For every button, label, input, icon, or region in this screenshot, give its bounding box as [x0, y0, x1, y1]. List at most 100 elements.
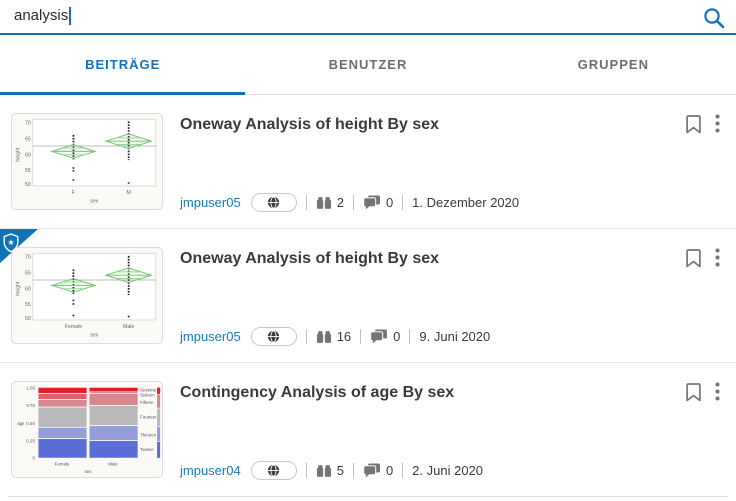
bookmark-icon[interactable] — [685, 248, 702, 269]
result-content: Contingency Analysis of age By sex jmpus… — [180, 363, 736, 496]
level-label: Thirteen — [140, 432, 157, 437]
comments-stat: 0 — [363, 195, 393, 210]
level-label: Seventeen — [140, 387, 161, 392]
comments-stat: 0 — [363, 463, 393, 478]
author-link[interactable]: jmpuser04 — [180, 463, 241, 478]
views-count: 16 — [336, 329, 352, 344]
text-cursor — [69, 7, 72, 26]
comments-stat: 0 — [370, 329, 400, 344]
result-actions — [685, 114, 720, 135]
x-axis-label: sex — [90, 333, 98, 339]
result-meta: jmpuser05 2 — [180, 193, 616, 212]
search-input-value: analysis — [14, 7, 69, 25]
result-title-link[interactable]: Oneway Analysis of height By sex — [180, 250, 440, 267]
speech-bubbles-icon — [363, 463, 380, 478]
xtick: Male — [123, 324, 134, 330]
globe-icon — [268, 464, 280, 477]
tab-posts[interactable]: BEITRÄGE — [0, 35, 246, 95]
author-link[interactable]: jmpuser05 — [180, 195, 241, 210]
ytick: 70 — [25, 121, 31, 127]
ytick: 0 — [32, 456, 35, 461]
trusted-ribbon-badge — [0, 229, 38, 268]
tab-posts-label: BEITRÄGE — [85, 57, 161, 72]
xtick: Male — [108, 461, 118, 466]
divider — [305, 329, 307, 344]
visibility-pill — [250, 193, 297, 212]
binoculars-icon — [316, 330, 331, 343]
author-link[interactable]: jmpuser05 — [180, 329, 241, 344]
more-options-icon[interactable] — [715, 114, 720, 133]
speech-bubbles-icon — [370, 329, 388, 344]
comments-count: 0 — [393, 329, 401, 344]
result-thumbnail-oneway-f-m[interactable]: 70 65 60 55 50 height — [11, 113, 163, 210]
result-row[interactable]: 1.00 0.75 0.50 0.25 0 age — [0, 363, 736, 496]
divider — [360, 329, 362, 344]
divider — [305, 463, 307, 478]
result-actions — [685, 248, 720, 269]
comments-count: 0 — [385, 195, 394, 210]
xtick: M — [127, 190, 131, 196]
more-options-icon[interactable] — [715, 248, 720, 267]
xtick: Female — [65, 324, 82, 330]
visibility-pill — [250, 461, 297, 480]
result-thumbnail-oneway-female-male[interactable]: 70 65 60 55 50 height — [11, 247, 163, 344]
result-content: Oneway Analysis of height By sex jmpuser… — [180, 229, 736, 362]
divider — [352, 463, 354, 478]
divider — [402, 463, 404, 478]
tab-groups[interactable]: GRUPPEN — [491, 35, 736, 94]
views-stat: 2 — [316, 195, 344, 210]
views-count: 5 — [336, 463, 344, 478]
result-row[interactable]: 70 65 60 55 50 height — [0, 229, 736, 363]
ytick: 60 — [25, 286, 31, 292]
ytick: 55 — [25, 302, 31, 308]
tab-users[interactable]: BENUTZER — [245, 35, 490, 94]
ytick: 55 — [25, 168, 31, 174]
ytick: 65 — [25, 270, 31, 276]
result-meta: jmpuser05 16 — [180, 327, 616, 346]
binoculars-icon — [316, 196, 331, 209]
level-label: Fifteen — [140, 400, 154, 405]
ytick: 70 — [25, 255, 31, 261]
x-axis-label: sex — [85, 469, 93, 474]
search-input[interactable]: analysis — [14, 7, 72, 26]
views-stat: 16 — [316, 329, 351, 344]
y-axis-label: age — [17, 421, 25, 426]
xtick: F — [72, 190, 75, 196]
x-axis-label: sex — [90, 199, 98, 205]
divider — [402, 195, 404, 210]
result-meta: jmpuser04 5 — [180, 461, 616, 480]
result-title-link[interactable]: Oneway Analysis of height By sex — [180, 116, 440, 133]
list-end-divider — [8, 496, 728, 497]
visibility-pill — [250, 327, 297, 346]
ytick: 0.75 — [26, 403, 35, 408]
result-row[interactable]: 70 65 60 55 50 height — [0, 95, 736, 229]
level-label: Twelve — [140, 447, 154, 452]
xtick: Female — [55, 461, 70, 466]
shield-star-icon — [0, 229, 38, 263]
divider — [409, 329, 411, 344]
bookmark-icon[interactable] — [685, 114, 702, 135]
speech-bubbles-icon — [363, 195, 380, 210]
result-title-link[interactable]: Contingency Analysis of age By sex — [180, 384, 455, 401]
result-thumbnail-mosaic[interactable]: 1.00 0.75 0.50 0.25 0 age — [11, 381, 163, 478]
more-options-icon[interactable] — [715, 382, 720, 401]
search-icon[interactable] — [702, 6, 726, 30]
result-actions — [685, 382, 720, 403]
globe-icon — [268, 196, 280, 209]
views-count: 2 — [336, 195, 344, 210]
ytick: 50 — [25, 316, 31, 322]
divider — [305, 195, 307, 210]
level-label: Fourteen — [140, 415, 158, 420]
ytick: 0.25 — [26, 439, 35, 444]
divider — [352, 195, 354, 210]
binoculars-icon — [316, 464, 331, 477]
bookmark-icon[interactable] — [685, 382, 702, 403]
ytick: 1.00 — [26, 385, 35, 390]
comments-count: 0 — [385, 463, 394, 478]
globe-icon — [268, 330, 280, 343]
level-label: Sixteen — [140, 393, 155, 398]
post-date: 2. Juni 2020 — [412, 463, 484, 478]
tab-bar: BEITRÄGE BENUTZER GRUPPEN — [0, 35, 736, 95]
ytick: 65 — [25, 136, 31, 142]
